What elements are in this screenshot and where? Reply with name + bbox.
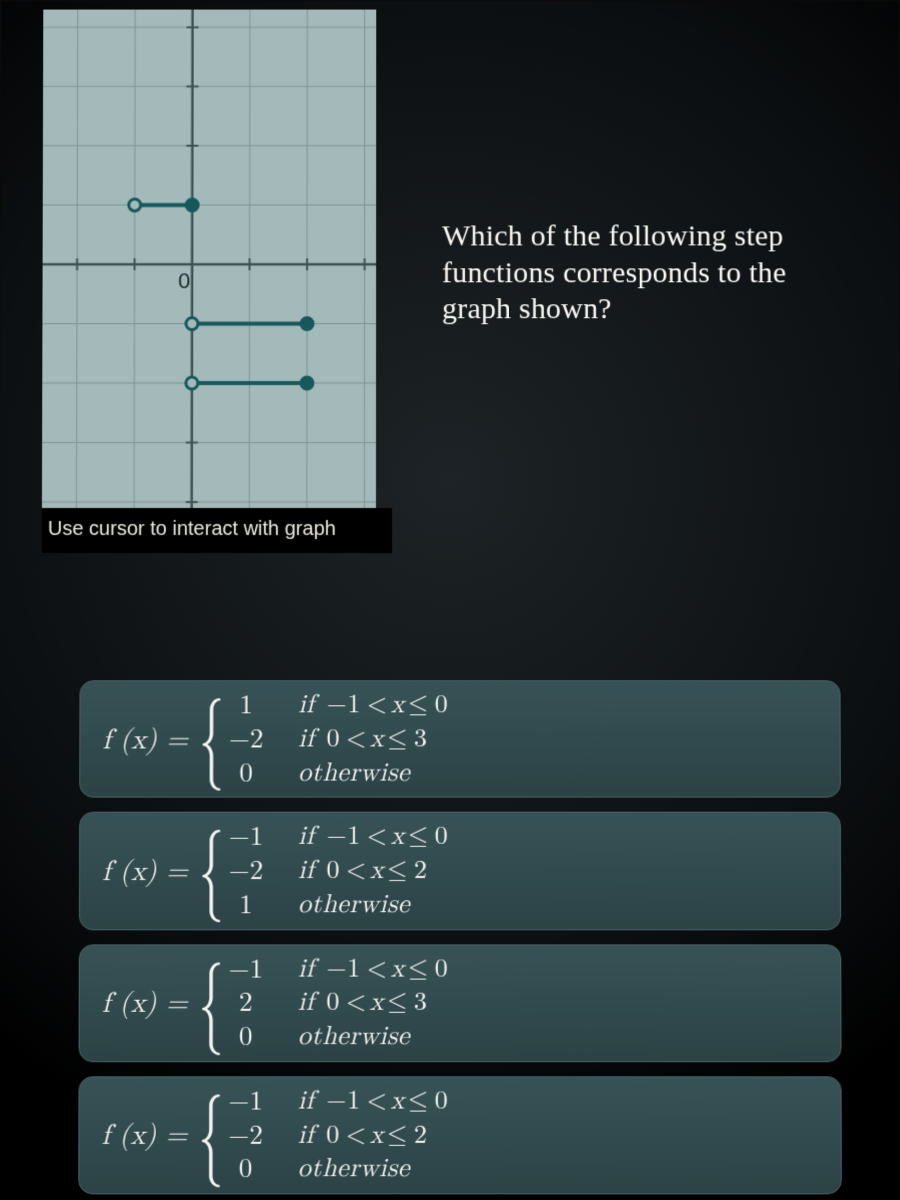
svg-text:0: 0 — [178, 268, 190, 293]
piecewise-cases: 1 if −1<x≤0 −2 if 0<x≤3 0 otherwise — [224, 689, 451, 791]
case-value: −2 — [223, 1119, 267, 1153]
case-condition: if −1<x≤0 — [298, 821, 451, 855]
case-value: 0 — [224, 757, 268, 791]
case-condition: if 0<x≤2 — [298, 1119, 451, 1153]
answer-option-2[interactable]: f (x) ={−1 if −1<x≤0 −2 if 0<x≤2 1 otherwise — [79, 812, 841, 930]
fx-label: f (x) = — [102, 987, 192, 1021]
graph-caption: Use cursor to interact with graph — [42, 508, 392, 553]
brace-icon: { — [198, 705, 223, 774]
question-text: Which of the following step functions co… — [442, 218, 846, 327]
case-value: 0 — [223, 1153, 267, 1187]
case-value: −2 — [224, 855, 268, 889]
brace-icon: { — [198, 1101, 224, 1171]
case-condition: if −1<x≤0 — [298, 1085, 451, 1119]
case-value: −1 — [224, 821, 268, 855]
piecewise-cases: −1 if −1<x≤0 −2 if 0<x≤2 0 otherwise — [223, 1085, 451, 1187]
case-condition: otherwise — [298, 889, 451, 923]
top-section: 0 Use cursor to interact with graph Whic… — [0, 2, 900, 553]
answer-options: f (x) ={1if −1<x≤0−2if 0<x≤30otherwisef … — [78, 680, 842, 1194]
brace-icon: { — [198, 969, 224, 1038]
case-condition: if −1<x≤0 — [298, 953, 451, 987]
case-value: −2 — [224, 723, 268, 757]
case-condition: otherwise — [298, 757, 451, 791]
case-value: 1 — [224, 689, 268, 723]
case-value: 0 — [224, 1021, 268, 1055]
piecewise-cases: −1 if −1<x≤0 2 if 0<x≤3 0 otherwise — [224, 953, 452, 1055]
case-condition: otherwise — [298, 1021, 451, 1055]
piecewise-cases: −1 if −1<x≤0 −2 if 0<x≤2 1 otherwise — [224, 821, 451, 923]
answer-option-3[interactable]: f (x) ={−1 if −1<x≤0 2 if 0<x≤3 0 otherwise — [79, 944, 842, 1062]
case-condition: if −1<x≤0 — [298, 689, 451, 723]
case-condition: otherwise — [298, 1153, 452, 1187]
case-condition: if 0<x≤3 — [298, 723, 451, 757]
case-value: −1 — [224, 953, 268, 987]
question-column: Which of the following step functions co… — [442, 10, 876, 553]
graph-column: 0 Use cursor to interact with graph — [42, 10, 382, 553]
fx-label: f (x) = — [101, 1119, 191, 1153]
answer-option-1[interactable]: f (x) ={1 if −1<x≤0 −2 if 0<x≤3 0 otherwise — [79, 680, 841, 798]
fx-label: f (x) = — [102, 723, 192, 757]
graph-svg: 0 — [42, 10, 376, 508]
fx-label: f (x) = — [102, 855, 192, 889]
case-value: −1 — [224, 1085, 268, 1119]
case-condition: if 0<x≤2 — [298, 855, 451, 889]
answer-option-4[interactable]: f (x) ={−1 if −1<x≤0 −2 if 0<x≤2 0 otherwise — [78, 1076, 842, 1194]
quiz-screen: 0 Use cursor to interact with graph Whic… — [0, 2, 900, 1200]
brace-icon: { — [198, 837, 223, 906]
case-value: 1 — [224, 889, 268, 923]
case-value: 2 — [224, 987, 268, 1021]
step-function-graph[interactable]: 0 — [42, 10, 376, 508]
case-condition: if 0<x≤3 — [298, 987, 451, 1021]
